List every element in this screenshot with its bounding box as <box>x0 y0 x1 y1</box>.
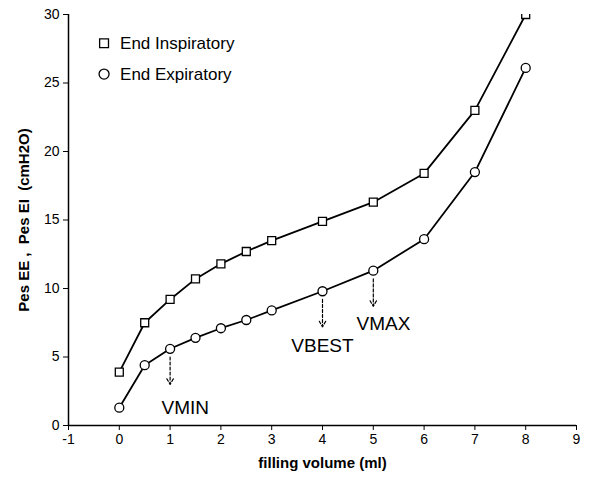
svg-text:-1: -1 <box>62 431 75 447</box>
svg-text:2: 2 <box>217 431 225 447</box>
svg-text:3: 3 <box>268 431 276 447</box>
svg-text:VBEST: VBEST <box>291 335 354 356</box>
svg-text:6: 6 <box>420 431 428 447</box>
svg-text:10: 10 <box>44 280 60 296</box>
svg-text:7: 7 <box>471 431 479 447</box>
svg-text:VMAX: VMAX <box>357 313 411 334</box>
svg-text:8: 8 <box>522 431 530 447</box>
svg-text:15: 15 <box>44 211 60 227</box>
svg-text:End Inspiratory: End Inspiratory <box>120 34 235 53</box>
svg-text:30: 30 <box>44 6 60 22</box>
svg-text:20: 20 <box>44 143 60 159</box>
svg-text:0: 0 <box>115 431 123 447</box>
svg-text:5: 5 <box>52 348 60 364</box>
svg-text:1: 1 <box>166 431 174 447</box>
svg-text:Pes EE , Pes EI (cmH2O): Pes EE , Pes EI (cmH2O) <box>15 128 32 311</box>
svg-text:9: 9 <box>573 431 581 447</box>
svg-text:End Expiratory: End Expiratory <box>120 65 232 84</box>
svg-text:4: 4 <box>319 431 327 447</box>
svg-text:filling volume (ml): filling volume (ml) <box>258 454 386 471</box>
svg-text:VMIN: VMIN <box>162 397 210 418</box>
svg-text:0: 0 <box>52 417 60 433</box>
svg-text:5: 5 <box>369 431 377 447</box>
svg-text:25: 25 <box>44 74 60 90</box>
